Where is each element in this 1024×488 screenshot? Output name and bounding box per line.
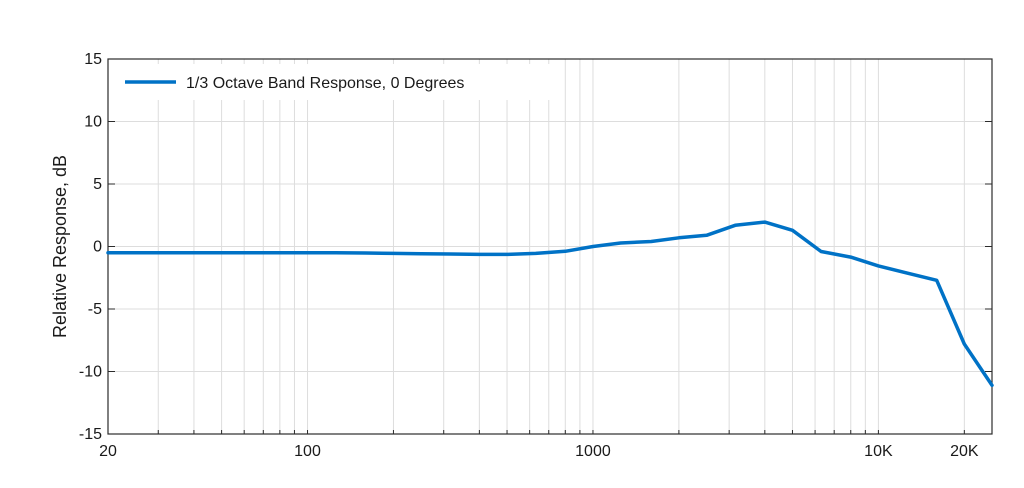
y-tick-label: -15 — [79, 426, 102, 443]
x-tick-label: 1000 — [575, 443, 611, 460]
plot-frame — [107, 58, 993, 435]
y-tick-label: 15 — [84, 51, 102, 68]
legend-label: 1/3 Octave Band Response, 0 Degrees — [186, 75, 464, 92]
x-tick-label: 10K — [864, 443, 893, 460]
y-tick-label: 5 — [93, 176, 102, 193]
x-tick-label: 20 — [99, 443, 117, 460]
y-tick-label: 10 — [84, 114, 102, 131]
series-group — [106, 220, 994, 388]
y-tick-label: -5 — [88, 301, 102, 318]
x-tick-label: 20K — [950, 443, 979, 460]
y-tick-label: -10 — [79, 364, 102, 381]
legend: 1/3 Octave Band Response, 0 Degrees — [113, 64, 563, 100]
y-axis-label: Relative Response, dB — [50, 155, 70, 338]
y-tick-label: 0 — [93, 239, 102, 256]
legend-box — [113, 64, 563, 100]
series-line — [106, 220, 994, 388]
x-tick-label: 100 — [294, 443, 321, 460]
y-tick-labels: 15 10 5 0 -5 -10 -15 — [79, 51, 102, 443]
x-tick-labels: 20 100 1000 10K 20K — [99, 443, 979, 460]
